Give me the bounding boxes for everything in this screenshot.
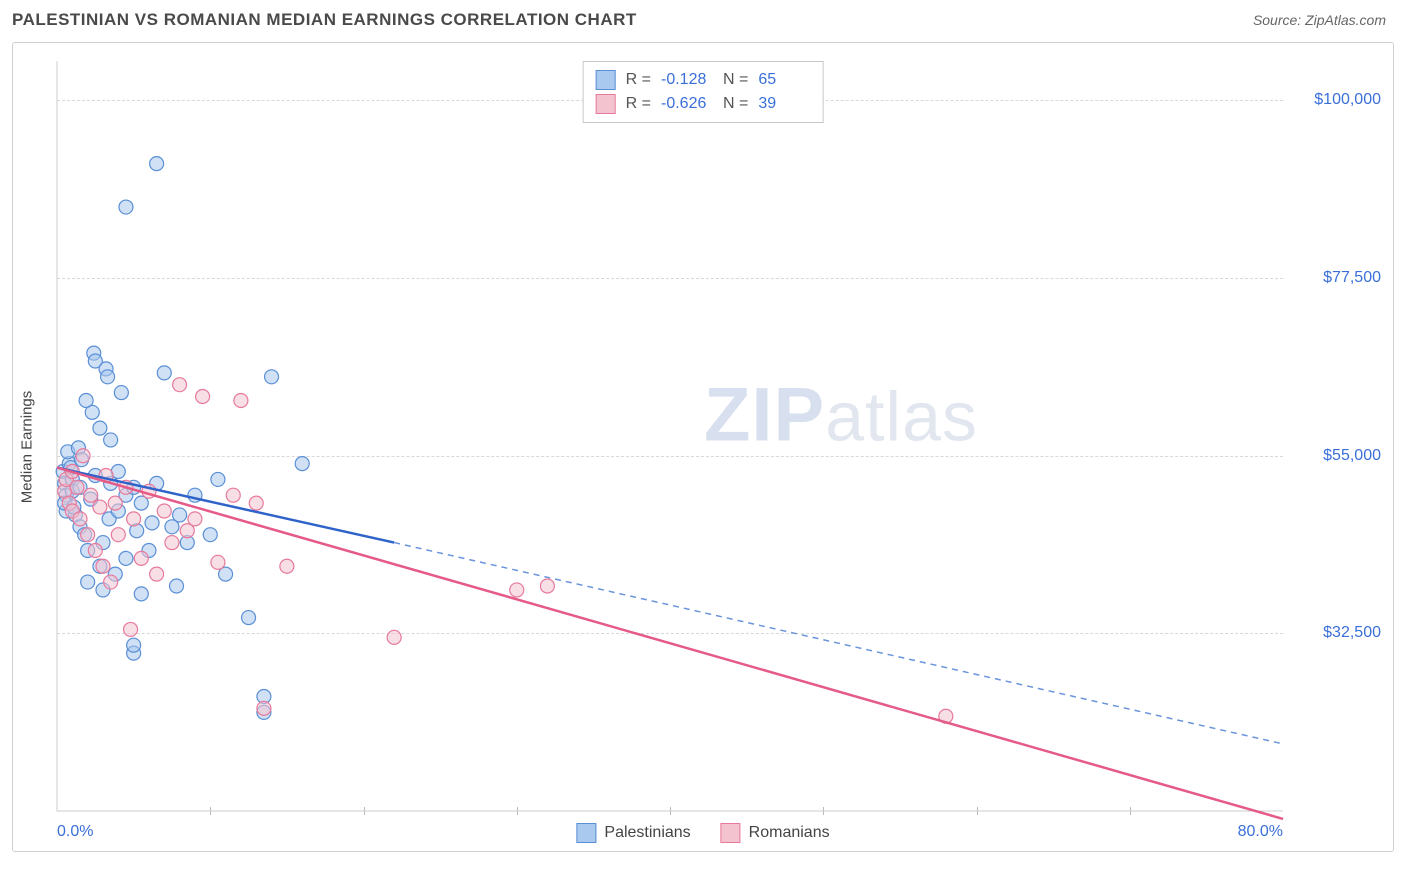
x-tick-max: 80.0% (1238, 823, 1283, 841)
swatch-palestinians (596, 70, 616, 90)
chart-container: Median Earnings $32,500$55,000$77,500$10… (12, 42, 1394, 852)
correlation-box: R = -0.128 N = 65 R = -0.626 N = 39 (583, 61, 824, 123)
legend-item-palestinians: Palestinians (576, 823, 690, 843)
corr-row-palestinians: R = -0.128 N = 65 (596, 68, 811, 92)
legend: Palestinians Romanians (576, 823, 829, 843)
chart-title: PALESTINIAN VS ROMANIAN MEDIAN EARNINGS … (12, 10, 637, 30)
corr-row-romanians: R = -0.626 N = 39 (596, 92, 811, 116)
swatch-romanians (596, 94, 616, 114)
legend-swatch-romanians (721, 823, 741, 843)
y-axis-label: Median Earnings (19, 391, 36, 504)
legend-item-romanians: Romanians (721, 823, 830, 843)
source-credit: Source: ZipAtlas.com (1253, 12, 1386, 28)
legend-swatch-palestinians (576, 823, 596, 843)
plot-area (57, 61, 1283, 811)
scatter-svg (57, 61, 1283, 811)
x-tick-min: 0.0% (57, 823, 93, 841)
header: PALESTINIAN VS ROMANIAN MEDIAN EARNINGS … (0, 0, 1406, 38)
